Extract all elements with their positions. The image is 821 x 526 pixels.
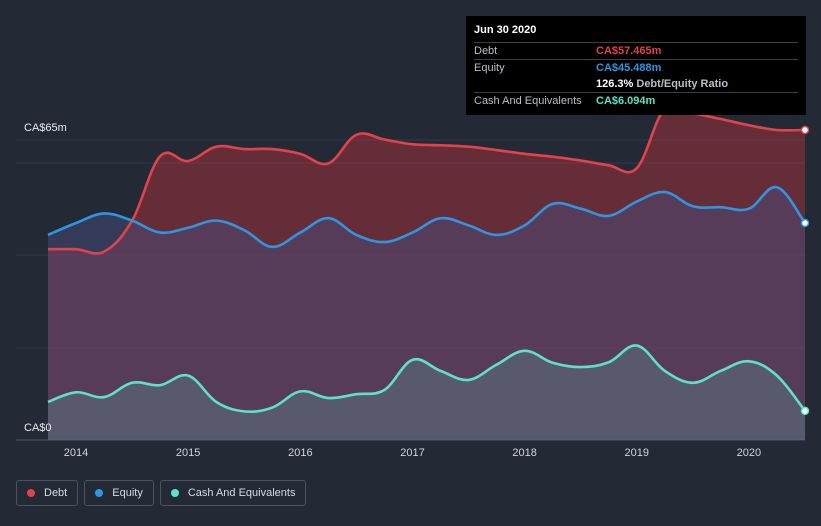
- area-debt: [48, 104, 805, 440]
- line-equity: [47, 185, 807, 249]
- x-tick-label: 2020: [736, 447, 762, 459]
- x-tick-label: 2015: [175, 447, 201, 459]
- tooltip-row-equity: Equity CA$45.488m: [474, 59, 798, 76]
- y-axis-min-label: CA$0: [24, 422, 52, 434]
- legend-item-cash[interactable]: Cash And Equivalents: [159, 480, 307, 506]
- legend: Debt Equity Cash And Equivalents: [16, 480, 307, 506]
- legend-item-debt[interactable]: Debt: [16, 480, 79, 506]
- y-axis-max-label: CA$65m: [24, 122, 67, 134]
- legend-dot-debt: [27, 489, 35, 497]
- x-tick-label: 2019: [624, 447, 650, 459]
- legend-item-equity[interactable]: Equity: [84, 480, 154, 506]
- x-tick-label: 2014: [63, 447, 89, 459]
- x-tick-label: 2016: [288, 447, 313, 459]
- marker-equity: [800, 218, 810, 228]
- area-cash: [48, 345, 805, 440]
- tooltip-ratio-label: Debt/Equity Ratio: [636, 78, 729, 90]
- tooltip-row-ratio: 126.3% Debt/Equity Ratio: [474, 76, 798, 92]
- tooltip-row-cash: Cash And Equivalents CA$6.094m: [474, 92, 798, 109]
- tooltip-cash-value: CA$6.094m: [596, 95, 656, 107]
- tooltip-ratio: 126.3% Debt/Equity Ratio: [596, 76, 728, 92]
- tooltip-cash-label: Cash And Equivalents: [474, 95, 582, 107]
- legend-label-debt: Debt: [44, 487, 68, 499]
- gridlines: [16, 139, 805, 441]
- area-equity: [48, 187, 805, 440]
- series-end-markers: [800, 125, 810, 416]
- tooltip-row-debt: Debt CA$57.465m: [474, 42, 798, 59]
- line-cash: [47, 344, 807, 414]
- legend-label-equity: Equity: [112, 487, 143, 499]
- legend-dot-cash: [170, 489, 179, 497]
- tooltip-date: Jun 30 2020: [474, 24, 537, 36]
- series-areas: [48, 104, 805, 440]
- marker-debt: [800, 125, 810, 135]
- x-tick-label: 2018: [512, 447, 537, 459]
- tooltip-debt-value: CA$57.465m: [596, 45, 662, 57]
- x-tick-label: 2017: [400, 447, 425, 459]
- legend-dot-equity: [95, 489, 104, 497]
- tooltip-equity-value: CA$45.488m: [596, 62, 662, 74]
- tooltip: Jun 30 2020 Debt CA$57.465m Equity CA$45…: [466, 16, 806, 115]
- legend-label-cash: Cash And Equivalents: [187, 487, 296, 499]
- tooltip-equity-label: Equity: [474, 62, 505, 74]
- marker-cash: [800, 406, 810, 416]
- tooltip-debt-label: Debt: [474, 45, 498, 57]
- tooltip-ratio-value: 126.3%: [596, 78, 634, 90]
